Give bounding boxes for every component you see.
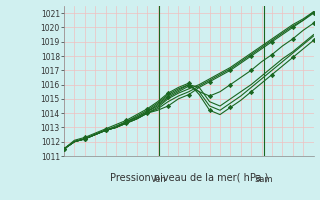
- Text: Ven: Ven: [151, 175, 167, 184]
- Text: Sam: Sam: [254, 175, 273, 184]
- X-axis label: Pression niveau de la mer( hPa ): Pression niveau de la mer( hPa ): [110, 173, 268, 183]
